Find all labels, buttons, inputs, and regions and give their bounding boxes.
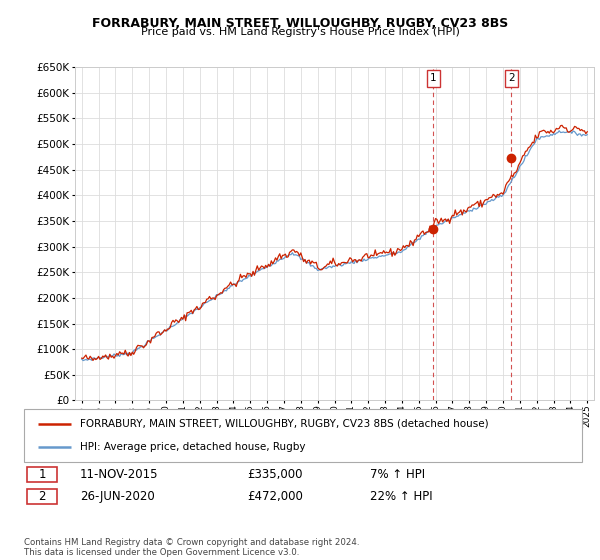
Text: 22% ↑ HPI: 22% ↑ HPI [370, 490, 433, 503]
Text: Contains HM Land Registry data © Crown copyright and database right 2024.
This d: Contains HM Land Registry data © Crown c… [24, 538, 359, 557]
Text: Price paid vs. HM Land Registry's House Price Index (HPI): Price paid vs. HM Land Registry's House … [140, 27, 460, 37]
Text: £472,000: £472,000 [247, 490, 303, 503]
Text: 26-JUN-2020: 26-JUN-2020 [80, 490, 155, 503]
Text: HPI: Average price, detached house, Rugby: HPI: Average price, detached house, Rugb… [80, 442, 305, 452]
FancyBboxPatch shape [27, 489, 58, 503]
FancyBboxPatch shape [24, 409, 582, 462]
Text: 1: 1 [38, 468, 46, 481]
Text: FORRABURY, MAIN STREET, WILLOUGHBY, RUGBY, CV23 8BS: FORRABURY, MAIN STREET, WILLOUGHBY, RUGB… [92, 17, 508, 30]
Text: 1: 1 [430, 73, 437, 83]
Text: 2: 2 [508, 73, 515, 83]
Text: FORRABURY, MAIN STREET, WILLOUGHBY, RUGBY, CV23 8BS (detached house): FORRABURY, MAIN STREET, WILLOUGHBY, RUGB… [80, 419, 488, 429]
FancyBboxPatch shape [27, 467, 58, 482]
Text: 2: 2 [38, 490, 46, 503]
Text: 7% ↑ HPI: 7% ↑ HPI [370, 468, 425, 481]
Text: £335,000: £335,000 [247, 468, 303, 481]
Text: 11-NOV-2015: 11-NOV-2015 [80, 468, 158, 481]
